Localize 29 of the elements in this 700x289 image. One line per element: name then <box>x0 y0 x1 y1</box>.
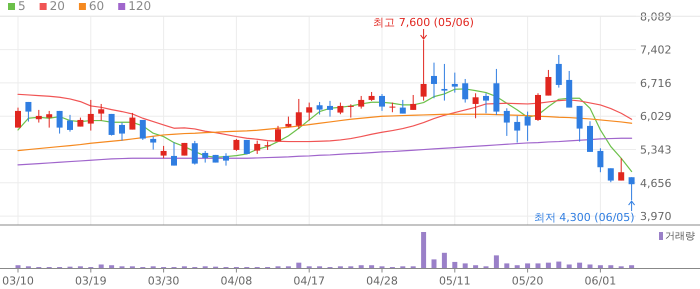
annotation: 최고 7,600 (05/06) <box>373 16 474 40</box>
annotation: 최고 7,600 (05/06) <box>373 16 474 30</box>
ytick: 7,402 <box>640 44 672 57</box>
xtick: 04/28 <box>366 274 398 288</box>
ytick: 6,716 <box>640 76 672 90</box>
xtick: 03/19 <box>74 274 107 288</box>
annotation: 최저 4,300 (06/05) <box>534 200 636 224</box>
legend-item: 20 <box>40 0 65 13</box>
legend-item: 5 <box>8 0 26 13</box>
legend-label: 60 <box>88 0 104 13</box>
xtick: 05/11 <box>438 274 471 288</box>
legend-label: 120 <box>128 0 152 13</box>
xtick: 03/30 <box>148 274 180 288</box>
ytick: 5,343 <box>640 143 672 156</box>
legend-label: 5 <box>18 0 26 13</box>
annotation: 최저 4,300 (06/05) <box>534 211 635 224</box>
legend-label: 거래량 <box>665 231 695 242</box>
ytick: 6,029 <box>640 110 672 124</box>
xtick: 03/10 <box>2 274 34 288</box>
xtick: 04/17 <box>293 274 326 288</box>
legend-item: 거래량 <box>659 231 695 242</box>
ytick: 3,970 <box>640 210 672 224</box>
ytick: 4,656 <box>640 176 672 190</box>
legend-item: 60 <box>78 0 104 13</box>
xtick: 04/08 <box>220 274 252 288</box>
legend-item: 120 <box>118 0 152 13</box>
xtick: 05/20 <box>512 274 544 288</box>
xtick: 06/01 <box>584 274 616 288</box>
legend-label: 20 <box>50 0 65 13</box>
